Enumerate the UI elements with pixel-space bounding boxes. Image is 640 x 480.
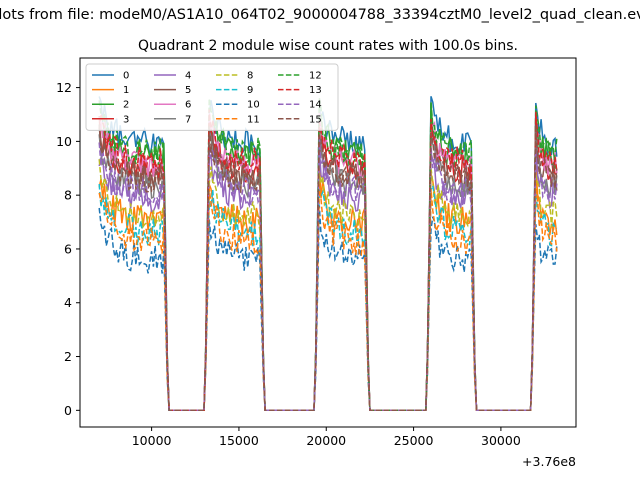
legend-label-13: 13 bbox=[309, 85, 322, 96]
y-tick-label: 10 bbox=[56, 134, 72, 149]
x-tick-label: 15000 bbox=[219, 433, 259, 448]
legend-label-15: 15 bbox=[309, 114, 322, 125]
y-tick-label: 2 bbox=[64, 349, 72, 364]
plot-area bbox=[79, 57, 577, 428]
x-axis-offset-label: +3.76e8 bbox=[522, 454, 576, 469]
series-line-15 bbox=[98, 124, 558, 412]
legend-label-9: 9 bbox=[247, 85, 253, 96]
legend-label-10: 10 bbox=[247, 100, 260, 111]
legend-label-11: 11 bbox=[247, 114, 260, 125]
y-tick-label: 6 bbox=[64, 241, 72, 256]
legend-label-2: 2 bbox=[123, 100, 129, 111]
y-tick-label: 8 bbox=[64, 188, 72, 203]
legend-label-1: 1 bbox=[123, 85, 129, 96]
x-tick-label: 25000 bbox=[394, 433, 434, 448]
x-tick-label: 10000 bbox=[132, 433, 172, 448]
x-axis: 10000 15000 20000 25000 30000 bbox=[132, 427, 521, 448]
legend-label-8: 8 bbox=[247, 71, 253, 82]
legend-label-6: 6 bbox=[185, 100, 191, 111]
y-tick-label: 0 bbox=[64, 403, 72, 418]
legend-label-4: 4 bbox=[185, 71, 191, 82]
legend-label-3: 3 bbox=[123, 114, 129, 125]
x-tick-label: 30000 bbox=[481, 433, 521, 448]
legend-label-5: 5 bbox=[185, 85, 191, 96]
legend-label-0: 0 bbox=[123, 71, 129, 82]
legend-label-14: 14 bbox=[309, 100, 322, 111]
figure-suptitle: Plots from file: modeM0/AS1A10_064T02_90… bbox=[0, 7, 640, 23]
chart-title: Quadrant 2 module wise count rates with … bbox=[138, 38, 518, 54]
y-tick-label: 4 bbox=[64, 295, 72, 310]
legend-box bbox=[85, 63, 339, 131]
y-tick-label: 12 bbox=[56, 80, 72, 95]
y-axis: 0 2 4 6 8 10 12 bbox=[56, 80, 80, 418]
legend-label-12: 12 bbox=[309, 71, 322, 82]
legend-label-7: 7 bbox=[185, 114, 191, 125]
x-tick-label: 20000 bbox=[306, 433, 346, 448]
